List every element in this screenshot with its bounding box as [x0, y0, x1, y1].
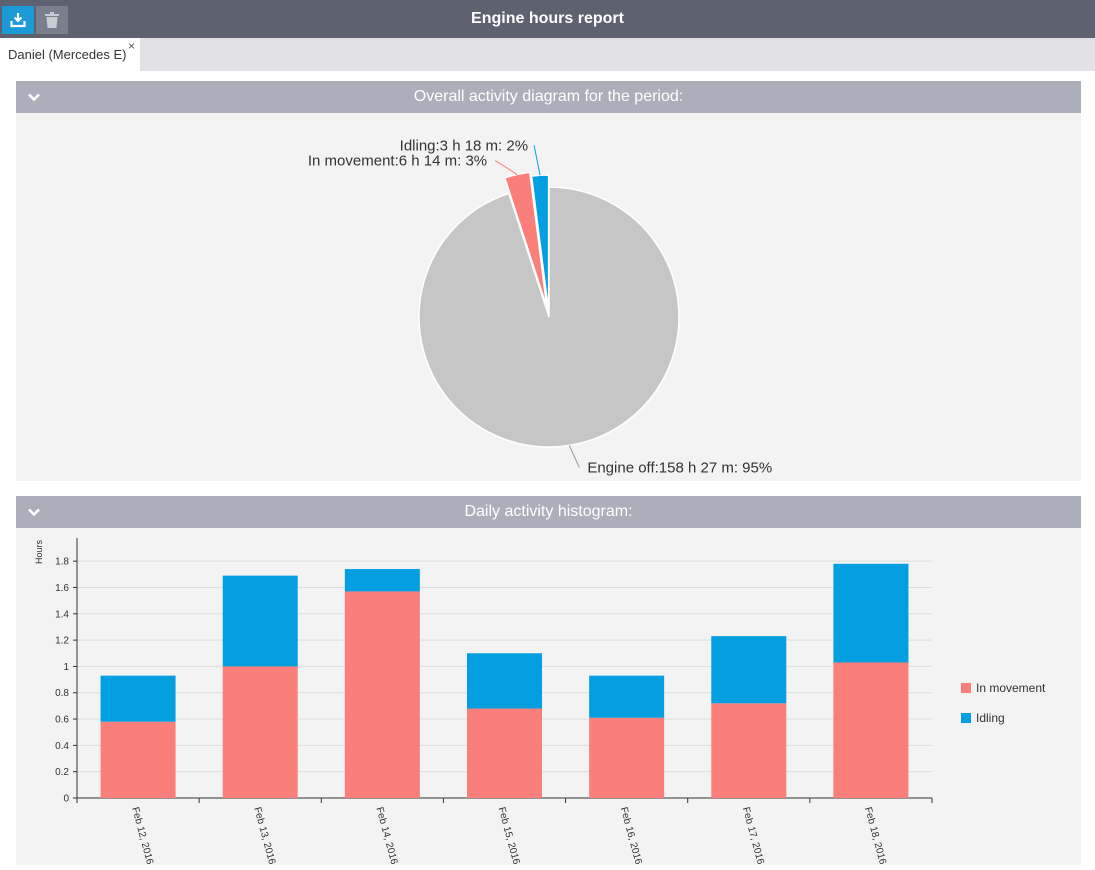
download-icon — [10, 13, 26, 28]
x-tick-label: Feb 14, 2016 — [373, 806, 399, 865]
x-tick-label: Feb 17, 2016 — [740, 806, 766, 865]
daily-histogram-chart: 0 0.2 0.4 0.6 0.8 1 1.2 1.4 1.6 1.8 Hours Feb 12, 2… — [34, 538, 1046, 866]
bar-in-movement-2[interactable] — [344, 591, 420, 798]
bar-in-movement-5[interactable] — [711, 703, 787, 798]
pie-label-2: Idling:3 h 18 m: 2% — [400, 137, 528, 154]
pie-label-1: In movement:6 h 14 m: 3% — [308, 153, 487, 170]
y-tick-label: 0.4 — [55, 741, 69, 752]
y-axis-label: Hours — [34, 540, 44, 565]
y-tick-label: 1.6 — [55, 583, 69, 594]
bar-idling-0[interactable] — [100, 675, 176, 722]
y-tick-label: 0.8 — [55, 688, 69, 699]
y-tick-label: 1.2 — [55, 636, 69, 647]
overall-panel-header[interactable]: Overall activity diagram for the period: — [16, 81, 1081, 113]
pie-label-0: Engine off:158 h 27 m: 95% — [587, 459, 772, 476]
bar-in-movement-4[interactable] — [589, 717, 665, 798]
download-button[interactable] — [2, 6, 34, 34]
legend-label-1[interactable]: Idling — [976, 711, 1005, 725]
y-tick-label: 1 — [63, 662, 69, 673]
window-title: Engine hours report — [471, 10, 624, 27]
x-tick-label: Feb 13, 2016 — [251, 806, 277, 865]
chevron-down-icon[interactable] — [26, 89, 42, 105]
x-tick-label: Feb 12, 2016 — [129, 806, 155, 865]
x-tick-label: Feb 18, 2016 — [862, 806, 888, 865]
title-bar: Engine hours report — [0, 0, 1095, 38]
legend-label-0[interactable]: In movement — [976, 681, 1046, 695]
trash-icon — [45, 12, 59, 28]
y-tick-label: 1.8 — [55, 557, 69, 568]
daily-activity-panel: Daily activity histogram: 0 0.2 0.4 0.6 0.8 1… — [16, 496, 1081, 866]
x-tick-label: Feb 15, 2016 — [496, 806, 522, 865]
bar-idling-1[interactable] — [222, 575, 298, 667]
overall-activity-panel: Overall activity diagram for the period:… — [16, 81, 1081, 481]
legend-swatch-0 — [961, 683, 971, 693]
y-tick-label: 0.2 — [55, 767, 69, 778]
bar-idling-5[interactable] — [711, 636, 787, 704]
bar-in-movement-1[interactable] — [222, 666, 298, 798]
tab-daniel-mercedes[interactable]: Daniel (Mercedes E) × — [0, 38, 140, 71]
x-tick-label: Feb 16, 2016 — [618, 806, 644, 865]
tab-strip: Daniel (Mercedes E) × — [0, 38, 1095, 71]
chevron-down-icon[interactable] — [26, 504, 42, 520]
pie-connector-1 — [494, 160, 518, 175]
bar-in-movement-0[interactable] — [100, 721, 176, 798]
daily-panel-title: Daily activity histogram: — [464, 503, 633, 520]
overall-panel-title: Overall activity diagram for the period: — [413, 88, 684, 105]
bar-idling-4[interactable] — [589, 675, 665, 718]
bar-in-movement-3[interactable] — [467, 708, 542, 798]
pie-connector-2 — [533, 145, 541, 176]
pie-connector-0 — [568, 445, 580, 468]
tab-label: Daniel (Mercedes E) — [8, 47, 127, 62]
delete-button[interactable] — [36, 6, 68, 34]
bar-idling-3[interactable] — [467, 653, 542, 709]
overall-pie-chart: Engine off:158 h 27 m: 95% In movement:6 … — [308, 137, 772, 476]
y-tick-label: 0.6 — [55, 715, 69, 726]
y-tick-label: 1.4 — [55, 609, 69, 620]
bar-idling-6[interactable] — [833, 563, 909, 663]
bar-in-movement-6[interactable] — [833, 662, 909, 798]
bar-idling-2[interactable] — [344, 569, 420, 592]
legend-swatch-1 — [961, 713, 971, 723]
daily-panel-header[interactable]: Daily activity histogram: — [16, 496, 1081, 528]
tab-close-icon[interactable]: × — [128, 39, 136, 53]
y-tick-label: 0 — [63, 794, 69, 805]
